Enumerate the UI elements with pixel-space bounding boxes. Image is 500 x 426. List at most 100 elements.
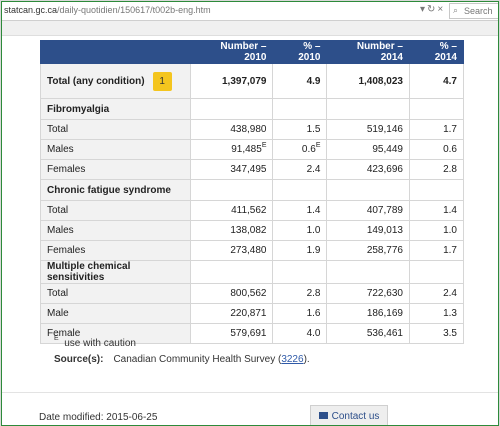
empty-cell — [408, 260, 465, 284]
table-cell: 407,789 — [326, 200, 410, 221]
table-cell: 0.6E — [272, 139, 328, 160]
row-label: Total — [40, 119, 191, 140]
table-cell: 4.9 — [272, 63, 328, 99]
table-cell: 258,776 — [326, 240, 410, 261]
cell-value: 91,485 — [231, 144, 262, 155]
row-label: Total (any condition) 1 — [40, 63, 191, 99]
row-label: Females — [40, 240, 191, 261]
table-cell: 1.4 — [408, 200, 465, 221]
table-cell: 1.5 — [272, 119, 328, 140]
reload-icon[interactable]: ↻ — [427, 4, 438, 15]
row-label: Total — [40, 283, 191, 304]
table-cell: 1.6 — [272, 303, 328, 324]
section-title: Chronic fatigue syndrome — [40, 179, 191, 201]
header-number-2010: Number – 2010 — [189, 40, 274, 64]
empty-cell — [326, 179, 410, 201]
table-cell: 536,461 — [326, 323, 410, 344]
table-cell: 438,980 — [189, 119, 274, 140]
header-percent-2010: % – 2010 — [272, 40, 328, 64]
search-icon: ⌕ — [453, 5, 459, 15]
table-cell: 4.0 — [272, 323, 328, 344]
table-section-row: Fibromyalgia — [40, 98, 465, 120]
table-cell: 347,495 — [189, 159, 274, 180]
url-host: statcan.gc.ca — [4, 5, 58, 15]
table-cell: 722,630 — [326, 283, 410, 304]
empty-cell — [189, 260, 274, 284]
table-cell: 423,696 — [326, 159, 410, 180]
empty-cell — [408, 98, 465, 120]
table-cell: 220,871 — [189, 303, 274, 324]
table-row: Females 347,495 2.4 423,696 2.8 — [40, 159, 465, 180]
empty-cell — [189, 179, 274, 201]
table-cell: 1.7 — [408, 240, 465, 261]
toolbar-strip — [2, 21, 498, 36]
table-cell: 1.0 — [272, 220, 328, 241]
source-link[interactable]: 3226 — [281, 354, 304, 365]
source-close: ). — [303, 354, 310, 365]
table-row: Male 220,871 1.6 186,169 1.3 — [40, 303, 465, 324]
table-cell: 1.4 — [272, 200, 328, 221]
total-label: Total (any condition) — [47, 75, 145, 87]
table-cell: 1.7 — [408, 119, 465, 140]
table-cell: 579,691 — [189, 323, 274, 344]
url-path: /daily-quotidien/150617/t002b-eng.htm — [57, 5, 211, 15]
url-controls: ▾↻× — [420, 4, 445, 15]
table-row: Males 138,082 1.0 149,013 1.0 — [40, 220, 465, 241]
dropdown-icon[interactable]: ▾ — [420, 4, 428, 15]
table-cell: 2.4 — [408, 283, 465, 304]
table-row: Total 800,562 2.8 722,630 2.4 — [40, 283, 465, 304]
contact-label: Contact us — [331, 411, 380, 422]
table-cell: 800,562 — [189, 283, 274, 304]
mail-icon — [318, 411, 328, 419]
table-row-total: Total (any condition) 1 1,397,079 4.9 1,4… — [40, 63, 465, 99]
empty-cell — [189, 98, 274, 120]
table-cell: 519,146 — [326, 119, 410, 140]
header-cell-blank — [40, 40, 191, 64]
flag-e: E — [261, 142, 267, 149]
row-label: Males — [40, 220, 191, 241]
table-cell: 3.5 — [408, 323, 465, 344]
table-cell: 273,480 — [189, 240, 274, 261]
table-cell: 1,408,023 — [326, 63, 410, 99]
table-cell: 0.6 — [408, 139, 465, 160]
table-cell: 2.8 — [408, 159, 465, 180]
note-flag: E — [54, 335, 59, 342]
data-table: Number – 2010 % – 2010 Number – 2014 % –… — [40, 40, 465, 344]
table-cell: 1.9 — [272, 240, 328, 261]
table-cell: 1.0 — [408, 220, 465, 241]
cell-value: 0.6 — [301, 144, 316, 155]
search-placeholder: Search — [464, 6, 493, 16]
table-row: Total 438,980 1.5 519,146 1.7 — [40, 119, 465, 140]
empty-cell — [272, 260, 328, 284]
table-cell: 2.4 — [272, 159, 328, 180]
row-label: Total — [40, 200, 191, 221]
source-text: Canadian Community Health Survey ( — [113, 354, 282, 365]
row-label: Males — [40, 139, 191, 160]
page-footer: Date modified: 2015-06-25 Contact us — [2, 392, 498, 425]
empty-cell — [326, 98, 410, 120]
table-cell: 2.8 — [272, 283, 328, 304]
search-input[interactable]: ⌕ Search — [449, 3, 498, 19]
table-cell: 91,485E — [189, 139, 274, 160]
empty-cell — [272, 179, 328, 201]
caution-note: E use with caution — [54, 335, 136, 349]
header-percent-2014: % – 2014 — [408, 40, 465, 64]
contact-us-button[interactable]: Contact us — [310, 405, 388, 425]
empty-cell — [326, 260, 410, 284]
note-text: use with caution — [64, 338, 136, 349]
flag-e: E — [315, 142, 321, 149]
table-cell: 4.7 — [408, 63, 465, 99]
table-section-row: Multiple chemical sensitivities — [40, 260, 465, 284]
table-row: Female 579,691 4.0 536,461 3.5 — [40, 323, 465, 344]
table-cell: 95,449 — [326, 139, 410, 160]
empty-cell — [408, 179, 465, 201]
empty-cell — [272, 98, 328, 120]
date-modified: Date modified: 2015-06-25 — [39, 412, 158, 423]
url-text[interactable]: statcan.gc.ca/daily-quotidien/150617/t00… — [4, 5, 211, 15]
footnote-badge[interactable]: 1 — [152, 71, 172, 91]
stop-icon[interactable]: × — [437, 4, 446, 15]
address-bar[interactable]: statcan.gc.ca/daily-quotidien/150617/t00… — [2, 2, 498, 21]
table-row: Males 91,485E 0.6E 95,449 0.6 — [40, 139, 465, 160]
table-cell: 186,169 — [326, 303, 410, 324]
